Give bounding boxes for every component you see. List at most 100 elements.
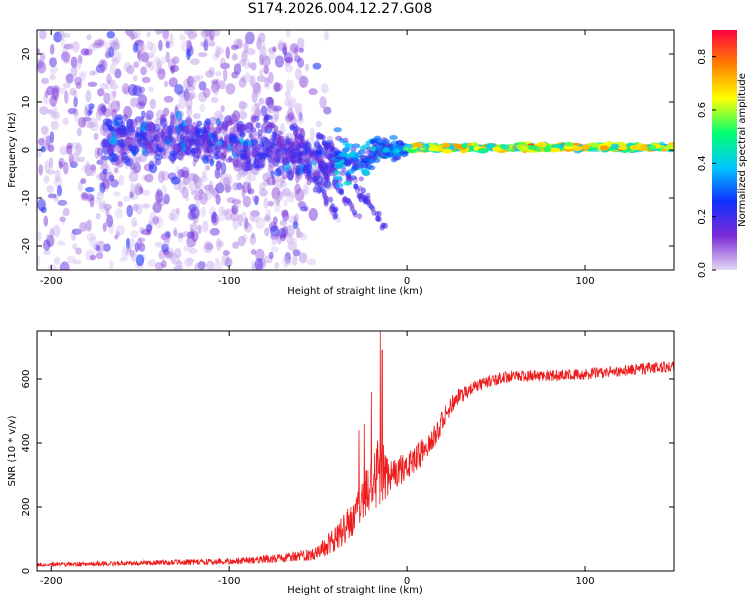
heatmap-cell	[287, 241, 297, 251]
heatmap-cell	[141, 110, 146, 119]
heatmap-cell	[380, 222, 386, 229]
heatmap-cell	[141, 174, 148, 181]
heatmap-cell	[240, 153, 245, 159]
heatmap-cell	[265, 209, 272, 221]
heatmap-cell	[240, 75, 247, 83]
heatmap-cell	[296, 117, 305, 124]
heatmap-cell	[137, 137, 143, 146]
heatmap-cell	[145, 110, 154, 120]
heatmap-cell	[323, 30, 329, 41]
heatmap-cell	[312, 186, 318, 193]
heatmap-cell	[222, 122, 229, 132]
heatmap-cell	[123, 62, 133, 72]
heatmap-cell	[141, 146, 148, 155]
heatmap-cell	[202, 30, 208, 41]
heatmap-cell	[128, 171, 139, 183]
heatmap-cell	[81, 193, 88, 199]
heatmap-cell	[250, 114, 257, 124]
heatmap-cell	[37, 59, 45, 69]
heatmap-cell	[251, 144, 257, 151]
heatmap-cell	[114, 116, 124, 127]
heatmap-cell	[140, 121, 149, 133]
heatmap-cell	[294, 213, 299, 223]
heatmap-cell	[328, 196, 334, 203]
heatmap-cell	[161, 56, 167, 64]
heatmap-cell	[224, 186, 230, 194]
heatmap-cell	[238, 101, 248, 110]
heatmap-cell	[232, 122, 242, 133]
heatmap-cell	[133, 61, 140, 69]
heatmap-cell	[142, 189, 151, 196]
snr-xtick-label: -200	[40, 576, 63, 587]
heatmap-cell	[293, 130, 299, 137]
heatmap-cell	[276, 137, 283, 146]
heatmap-cell	[287, 49, 295, 58]
heatmap-cell	[159, 117, 168, 129]
heatmap-cell	[244, 31, 255, 45]
heatmap-cell	[629, 145, 641, 150]
heatmap-cell	[276, 154, 285, 164]
heatmap-cell	[72, 243, 78, 251]
heatmap-cell	[174, 260, 184, 270]
heatmap-cell	[106, 31, 116, 39]
heatmap-cell	[492, 146, 501, 152]
heatmap-cell	[320, 166, 326, 173]
heatmap-cell	[110, 39, 121, 51]
heatmap-cell	[230, 44, 239, 51]
heatmap-cell	[84, 220, 92, 232]
heatmap-cell	[292, 164, 301, 175]
heatmap-cell	[183, 78, 190, 89]
heatmap-cell	[132, 162, 141, 174]
heatmap-cell	[122, 138, 132, 146]
heatmap-cell	[42, 94, 49, 106]
heatmap-cell	[66, 255, 76, 264]
heatmap-cell	[188, 91, 196, 100]
heatmap-cell	[282, 46, 288, 56]
heatmap-cell	[208, 66, 215, 75]
heatmap-cell	[44, 160, 51, 173]
heatmap-cell	[261, 55, 271, 67]
heatmap-cell	[243, 222, 251, 228]
heatmap-cell	[110, 179, 119, 188]
heatmap-cell	[294, 67, 302, 81]
heatmap-cell	[170, 176, 181, 185]
heatmap-cell	[307, 258, 317, 266]
heatmap-cell	[315, 156, 321, 163]
heatmap-cell	[175, 116, 180, 124]
heatmap-cell	[300, 137, 305, 144]
heatmap-cell	[263, 197, 269, 209]
heatmap-cell	[86, 121, 95, 129]
heatmap-cell	[173, 229, 178, 237]
heatmap-cell	[86, 232, 96, 242]
heatmap-cell	[106, 145, 114, 157]
heatmap-cell	[312, 164, 319, 173]
heatmap-cell	[83, 48, 93, 56]
heatmap-cell	[73, 90, 78, 98]
heatmap-cell	[54, 169, 61, 182]
heatmap-cell	[317, 154, 326, 162]
heatmap-cell	[236, 182, 243, 190]
heatmap-cell	[231, 199, 242, 205]
heatmap-cell	[69, 87, 77, 96]
colorbar-label: Normalized spectral amplitude	[737, 73, 748, 227]
heatmap-cell	[89, 122, 99, 132]
heatmap-cell	[308, 88, 318, 96]
heatmap-cell	[171, 116, 176, 125]
heatmap-cell	[369, 140, 379, 146]
heatmap-cell	[208, 40, 216, 47]
heatmap-cell	[96, 159, 104, 165]
heatmap-cell	[146, 131, 155, 142]
heatmap-cell	[97, 88, 105, 97]
heatmap-cell	[199, 103, 206, 113]
heatmap-cell	[137, 42, 144, 55]
heatmap-cell	[196, 120, 203, 127]
heatmap-cell	[40, 145, 46, 153]
heatmap-cell	[216, 140, 223, 146]
heatmap-cell	[284, 64, 294, 73]
heatmap-cell	[52, 105, 58, 118]
heatmap-cell	[236, 171, 241, 181]
heatmap-cell	[183, 245, 191, 252]
heatmap-cell	[345, 176, 354, 182]
heatmap-cell	[285, 30, 291, 38]
heatmap-cell	[271, 232, 277, 246]
